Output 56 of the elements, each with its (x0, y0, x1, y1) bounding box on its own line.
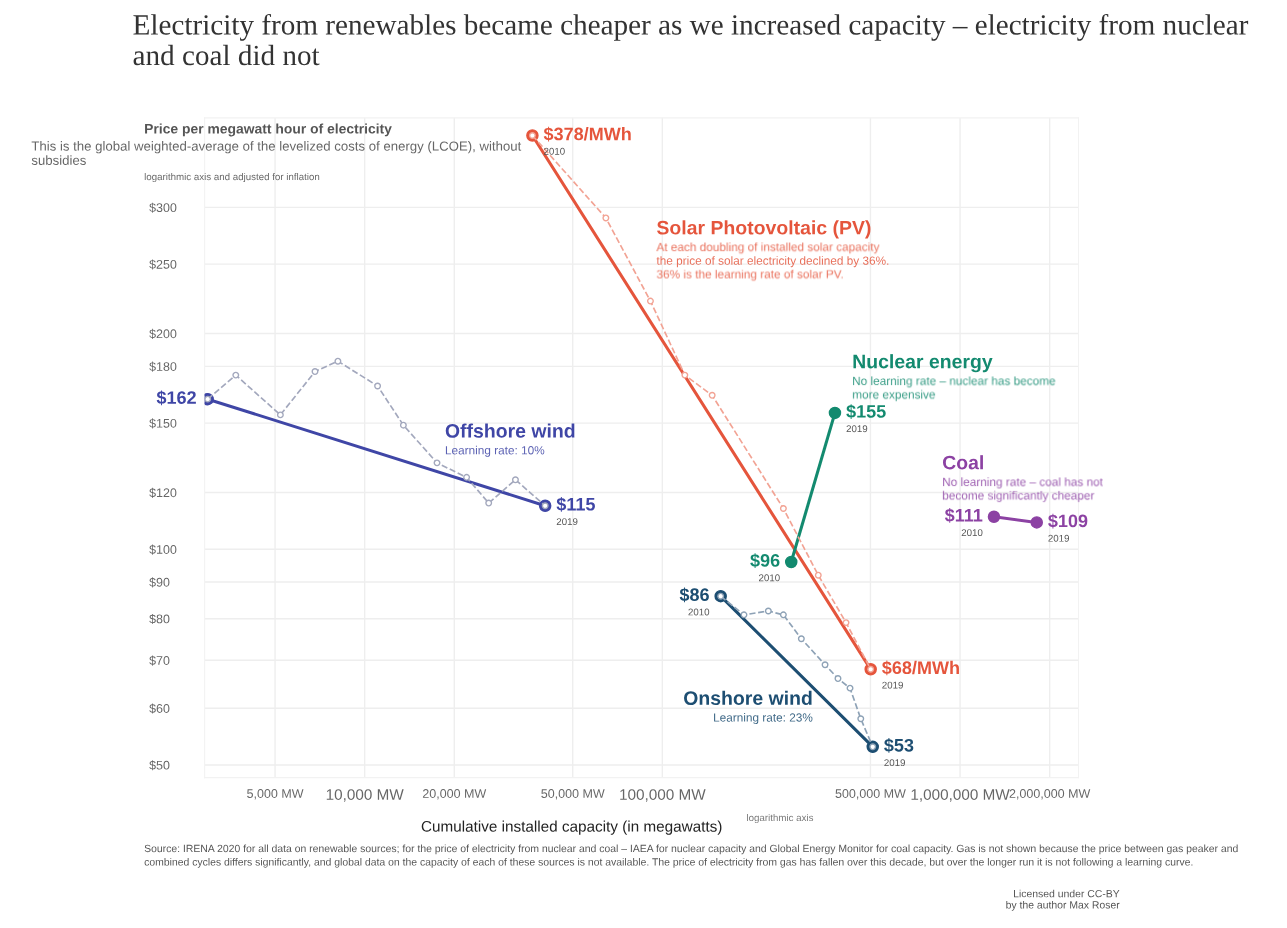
x-tick-label: 2,000,000 MW (1009, 789, 1091, 800)
annotation: 2019 (882, 681, 903, 689)
y-tick-label: $120 (149, 487, 177, 498)
annotation: 2019 (846, 425, 868, 433)
y-tick-label: $300 (149, 202, 177, 213)
y-tick-label: $90 (149, 577, 170, 588)
data-label: $162 (156, 390, 196, 406)
annotation: 2019 (884, 759, 906, 767)
text: This is the global weighted-average of the levelized costs of energy (LCOE), without subsidies (31, 141, 522, 165)
annotation: 2010 (688, 608, 710, 616)
x-tick-label: 100,000 MW (620, 789, 706, 802)
y-tick-label: $100 (149, 544, 177, 555)
data-label: $378/MWh (543, 126, 631, 142)
annotation: At each doubling of installed solar capacity the price of solar electricity declined by 36%. 36% is the learning rate of solar PV. (656, 242, 889, 281)
y-axis-title: Price per megawatt hour of electricity (145, 123, 392, 137)
y-tick-label: $250 (149, 259, 177, 270)
x-tick-label: 500,000 MW (835, 789, 906, 800)
x-tick-label: 20,000 MW (422, 789, 487, 800)
annotation: Learning rate: 23% (714, 713, 813, 725)
source-note: Source: IRENA 2020 for all data on renewable sources; for the price of electricity from nuclear and coal – IAEA for nuclear capacity and Global Energy Monitor for coal capacity. Gas is not shown because the price between gas peaker and combined cycles differs significantly, and global data on the capacity of each of these sources is not available. The price of electricity from gas has fallen over this decade, but over the longer run it is not following a learning curve. (144, 844, 1238, 868)
annotation: No learning rate – nuclear has become more expensive (852, 376, 1056, 402)
data-label: $109 (1048, 513, 1088, 529)
annotation: No learning rate – coal has not become significantly cheaper (942, 477, 1103, 503)
text: Licensed under CC-BY by the author Max Roser (1006, 889, 1120, 911)
series-label: Offshore wind (445, 423, 575, 438)
y-tick-label: $200 (149, 328, 177, 339)
x-axis-title: Cumulative installed capacity (in megawatts) (421, 820, 722, 835)
x-tick-label: 1,000,000 MW (911, 789, 1010, 802)
y-tick-label: $50 (149, 760, 170, 771)
annotation: 2019 (1048, 534, 1070, 542)
annotation: 2019 (556, 518, 578, 526)
data-label: $68/MWh (882, 660, 959, 676)
text: logarithmic axis (747, 813, 814, 824)
x-tick-label: 50,000 MW (541, 789, 605, 800)
text: Nuclear energy (853, 354, 993, 373)
chart-title: Electricity from renewables became cheaper as we increased capacity – electricity from nuclear and coal did not (133, 13, 1249, 66)
x-tick-label: 5,000 MW (247, 789, 304, 800)
data-label: $96 (750, 553, 780, 568)
text: Coal (942, 455, 983, 470)
text: Solar Photovoltaic (PV) (656, 220, 871, 239)
data-label: $86 (679, 587, 709, 603)
data-label: $115 (556, 497, 595, 512)
y-tick-label: $150 (149, 418, 177, 429)
y-tick-label: $70 (149, 655, 170, 666)
y-tick-label: $180 (149, 361, 177, 372)
series-label: Onshore wind (684, 690, 812, 705)
x-tick-label: 10,000 MW (326, 789, 404, 802)
data-label: $111 (944, 508, 983, 523)
y-tick-label: $80 (149, 613, 170, 625)
annotation: logarithmic axis and adjusted for inflation (144, 172, 320, 183)
annotation: Learning rate: 10% (445, 445, 545, 457)
annotation: 2010 (759, 574, 780, 582)
annotation: 2010 (961, 529, 983, 537)
data-label: $53 (884, 738, 914, 753)
y-tick-label: $60 (149, 703, 170, 714)
data-label: $155 (846, 404, 886, 419)
